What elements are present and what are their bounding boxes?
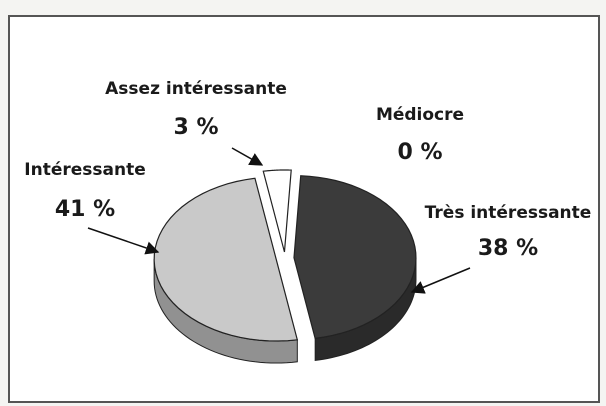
arrow [87, 227, 160, 255]
value-label: 41 % [55, 197, 115, 222]
arrow [410, 267, 471, 294]
arrows [87, 147, 471, 294]
category-label: Intéressante [24, 160, 145, 180]
category-label: Assez intéressante [105, 79, 287, 99]
value-label: 3 % [173, 115, 218, 140]
slice [153, 177, 299, 342]
category-label: Très intéressante [425, 203, 592, 223]
slice [262, 169, 292, 253]
category-label: Médiocre [376, 105, 464, 125]
arrow [231, 147, 264, 166]
slice [293, 175, 417, 340]
pie [153, 169, 417, 364]
value-label: 0 % [397, 140, 442, 165]
value-label: 38 % [478, 236, 538, 261]
labels: Intéressante 41 % Assez intéressante 3 % Méd… [24, 79, 591, 261]
